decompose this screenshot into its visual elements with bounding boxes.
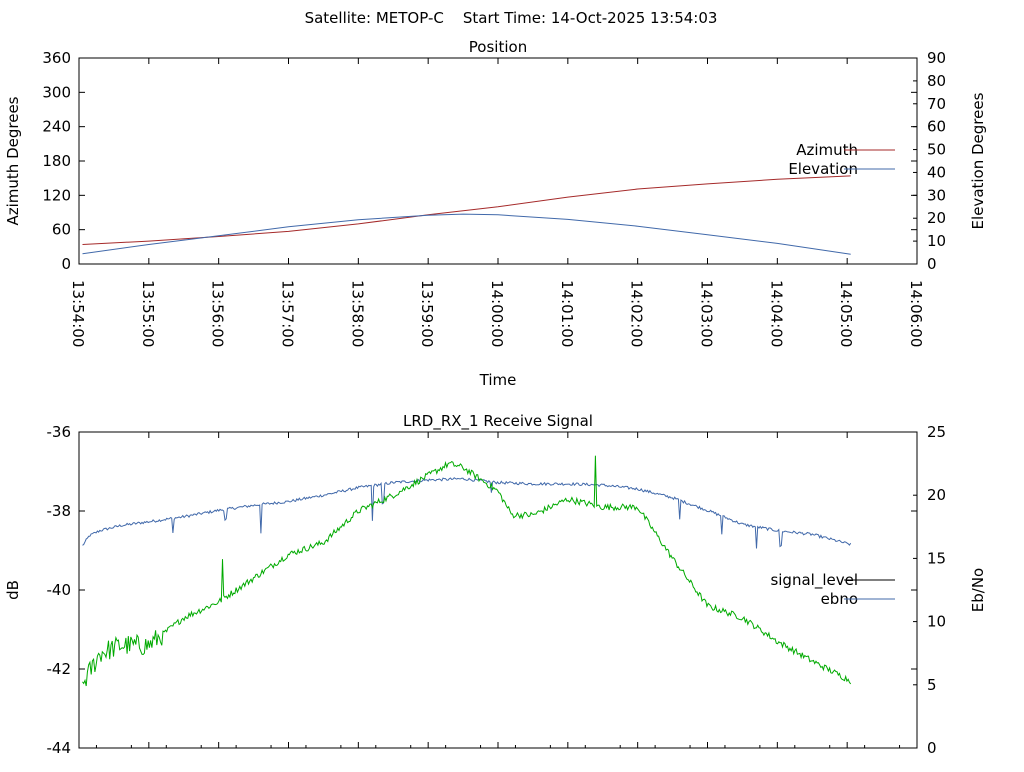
x-tick-label: 13:57:00 [279,280,297,347]
y2-tick-label: 20 [927,486,946,504]
y-tick-label: 60 [52,221,71,239]
y-tick-label: -40 [47,581,72,599]
y-tick-label: -44 [47,739,72,757]
x-tick-label: 14:00:00 [488,280,506,347]
y2-tick-label: 90 [927,49,946,67]
y2-tick-label: 70 [927,95,946,113]
y-tick-label: -38 [47,502,72,520]
y2-tick-label: 0 [927,739,937,757]
y2-tick-label: 0 [927,255,937,273]
plot-frame [78,431,918,749]
y2-tick-label: 40 [927,163,946,181]
x-tick-label: 14:05:00 [837,280,855,347]
y2-tick-label: 60 [927,118,946,136]
series-line-Azimuth [82,175,851,245]
series-line-trace-2 [82,455,852,687]
y-tick-label: -36 [47,423,72,441]
series-line-ebno [82,477,852,549]
x-axis-label: Time [479,371,517,389]
chart-title: Position [469,38,527,56]
y2-axis-label: Elevation Degrees [969,92,987,229]
legend-label: Azimuth [796,141,858,159]
y-tick-label: 0 [61,255,71,273]
y2-tick-label: 15 [927,549,946,567]
figure-title: Satellite: METOP-C Start Time: 14-Oct-20… [305,9,718,27]
y2-tick-label: 80 [927,72,946,90]
y2-tick-label: 5 [927,676,937,694]
y2-axis-label: Eb/No [969,568,987,612]
x-tick-label: 14:03:00 [698,280,716,347]
receive-signal-chart: LRD_RX_1 Receive Signal -44 -42 -40 -38 -36 0 5… [4,412,987,757]
x-tick-label: 13:59:00 [418,280,436,347]
y-axis-label: Azimuth Degrees [4,96,22,225]
y-tick-label: -42 [47,660,72,678]
y2-tick-label: 10 [927,232,946,250]
y-axis-label: dB [4,580,22,600]
x-tick-label: 13:58:00 [348,280,366,347]
y-tick-label: 360 [42,49,71,67]
legend-label: signal_level [770,571,858,590]
x-tick-label: 14:02:00 [628,280,646,347]
x-tick-label: 14:06:00 [907,280,925,347]
legend-label: Elevation [788,160,858,178]
x-tick-label: 13:55:00 [139,280,157,347]
y-tick-label: 240 [42,118,71,136]
x-tick-label: 14:01:00 [558,280,576,347]
y2-tick-label: 25 [927,423,946,441]
x-tick-label: 13:56:00 [209,280,227,347]
y-tick-label: 120 [42,186,71,204]
y2-tick-label: 30 [927,186,946,204]
y-tick-label: 300 [42,83,71,101]
x-tick-label: 14:04:00 [767,280,785,347]
y2-tick-label: 50 [927,141,946,159]
series-line-Elevation [82,213,851,255]
legend-label: ebno [821,590,858,608]
chart-title: LRD_RX_1 Receive Signal [403,412,593,431]
position-chart: Position 0 60 120 180 240 300 360 0 10 20 30 40 50 60 7… [4,38,987,389]
y-tick-label: 180 [42,152,71,170]
x-tick-label: 13:54:00 [69,280,87,347]
y2-tick-label: 10 [927,613,946,631]
y2-tick-label: 20 [927,209,946,227]
